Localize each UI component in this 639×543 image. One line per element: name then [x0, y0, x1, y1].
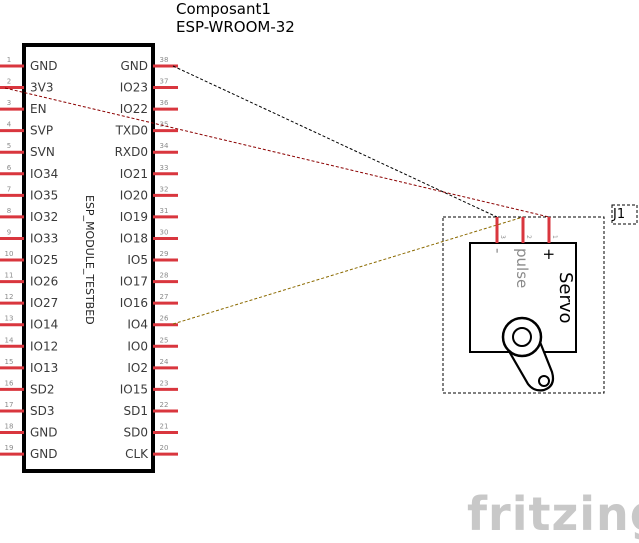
left-pin-number: 19 [5, 444, 14, 452]
left-pin-label: 3V3 [30, 81, 53, 95]
left-pin-label: SVP [30, 124, 53, 138]
right-pin-number: 28 [160, 272, 169, 280]
right-pin-label: IO23 [120, 81, 148, 95]
left-pin-number: 12 [5, 293, 14, 301]
left-pin-number: 11 [5, 272, 14, 280]
left-pin-number: 3 [7, 99, 11, 107]
left-pin-label: GND [30, 59, 58, 73]
left-pin-label: IO32 [30, 210, 58, 224]
left-pin-label: IO14 [30, 318, 58, 332]
right-pin-number: 24 [160, 358, 169, 366]
right-pin-label: IO18 [120, 231, 148, 245]
right-pin-number: 34 [160, 142, 169, 150]
right-pin-label: IO2 [127, 361, 148, 375]
right-pin-label: IO21 [120, 167, 148, 181]
servo-ref-box [611, 204, 638, 225]
right-pin-number: 21 [160, 423, 169, 431]
right-pin-number: 23 [160, 379, 169, 387]
wire-3v3[interactable] [4, 87, 550, 218]
right-pin-number: 36 [160, 99, 169, 107]
left-pin-number: 4 [7, 121, 12, 129]
left-pin-label: IO12 [30, 339, 58, 353]
wire-gnd[interactable] [172, 65, 498, 218]
left-pin-label: SD3 [30, 404, 55, 418]
servo-label: Servo [555, 272, 576, 324]
right-pin-number: 26 [160, 315, 169, 323]
fritzing-logo: fritzing [467, 487, 639, 541]
servo-pin-minus-label: - [489, 248, 507, 253]
left-pin-number: 8 [7, 207, 11, 215]
servo-pin-pulse-label: pulse [513, 248, 531, 288]
servo-ref: J1 [612, 207, 625, 222]
right-pin-label: IO20 [120, 188, 148, 202]
right-pin-number: 32 [160, 185, 169, 193]
right-pin-number: 25 [160, 336, 169, 344]
left-pin-number: 16 [5, 379, 14, 387]
left-pin-label: GND [30, 447, 58, 461]
right-pin-label: IO22 [120, 102, 148, 116]
right-pin-number: 29 [160, 250, 169, 258]
left-pin-number: 17 [5, 401, 14, 409]
left-pin-number: 7 [7, 185, 11, 193]
right-pin-label: IO15 [120, 382, 148, 396]
servo-horn-icon [501, 316, 555, 392]
left-pin-label: GND [30, 426, 58, 440]
left-pin-group: 1 GND 2 3V3 3 EN 4 SVP 5 SVN 6 IO34 7 IO35 8 IO32 9 IO33 1… [0, 56, 58, 461]
left-pin-label: SD2 [30, 382, 55, 396]
left-pin-label: SVN [30, 145, 55, 159]
right-pin-label: SD0 [124, 426, 149, 440]
left-pin-label: EN [30, 102, 47, 116]
left-pin-number: 6 [7, 164, 12, 172]
right-pin-label: IO5 [127, 253, 148, 267]
component-title: Composant1 [176, 0, 271, 18]
left-pin-number: 10 [5, 250, 14, 258]
left-pin-number: 5 [7, 142, 11, 150]
right-pin-label: IO17 [120, 275, 148, 289]
left-pin-label: IO33 [30, 231, 58, 245]
left-pin-number: 2 [7, 78, 11, 86]
left-pin-label: IO26 [30, 275, 58, 289]
right-pin-number: 35 [160, 121, 169, 129]
right-pin-label: SD1 [124, 404, 149, 418]
left-pin-number: 9 [7, 228, 11, 236]
esp32-module-body[interactable] [22, 43, 155, 473]
right-pin-label: IO4 [127, 318, 148, 332]
left-pin-number: 18 [5, 423, 14, 431]
component-model: ESP-WROOM-32 [176, 18, 295, 36]
left-pin-number: 15 [5, 358, 14, 366]
wire-io4[interactable] [172, 216, 524, 325]
right-pin-number: 31 [160, 207, 169, 215]
right-pin-label: IO16 [120, 296, 148, 310]
module-label: ESP_MODULE_TESTBED [83, 195, 96, 325]
right-pin-label: CLK [125, 447, 149, 461]
servo-pin-3-num: 3 [499, 235, 506, 239]
servo-pin-plus-label: + [540, 248, 558, 261]
right-pin-group: 38 GND 37 IO23 36 IO22 35 TXD0 34 RXD0 33 IO21 32 IO2… [115, 56, 178, 461]
left-pin-label: IO34 [30, 167, 58, 181]
servo-pin-1-num: 1 [551, 235, 558, 239]
right-pin-number: 27 [160, 293, 169, 301]
right-pin-number: 38 [160, 56, 169, 64]
right-pin-label: TXD0 [115, 124, 148, 138]
left-pin-label: IO13 [30, 361, 58, 375]
right-pin-number: 30 [160, 228, 169, 236]
right-pin-number: 22 [160, 401, 169, 409]
servo-pin-2-num: 2 [525, 235, 532, 239]
right-pin-label: RXD0 [115, 145, 148, 159]
left-pin-number: 13 [5, 315, 14, 323]
right-pin-label: IO0 [127, 339, 148, 353]
right-pin-number: 37 [160, 78, 169, 86]
right-pin-label: IO19 [120, 210, 148, 224]
left-pin-label: IO27 [30, 296, 58, 310]
right-pin-label: GND [120, 59, 148, 73]
right-pin-number: 33 [160, 164, 169, 172]
left-pin-label: IO25 [30, 253, 58, 267]
right-pin-number: 20 [160, 444, 169, 452]
left-pin-number: 14 [5, 336, 14, 344]
left-pin-label: IO35 [30, 188, 58, 202]
left-pin-number: 1 [7, 56, 11, 64]
